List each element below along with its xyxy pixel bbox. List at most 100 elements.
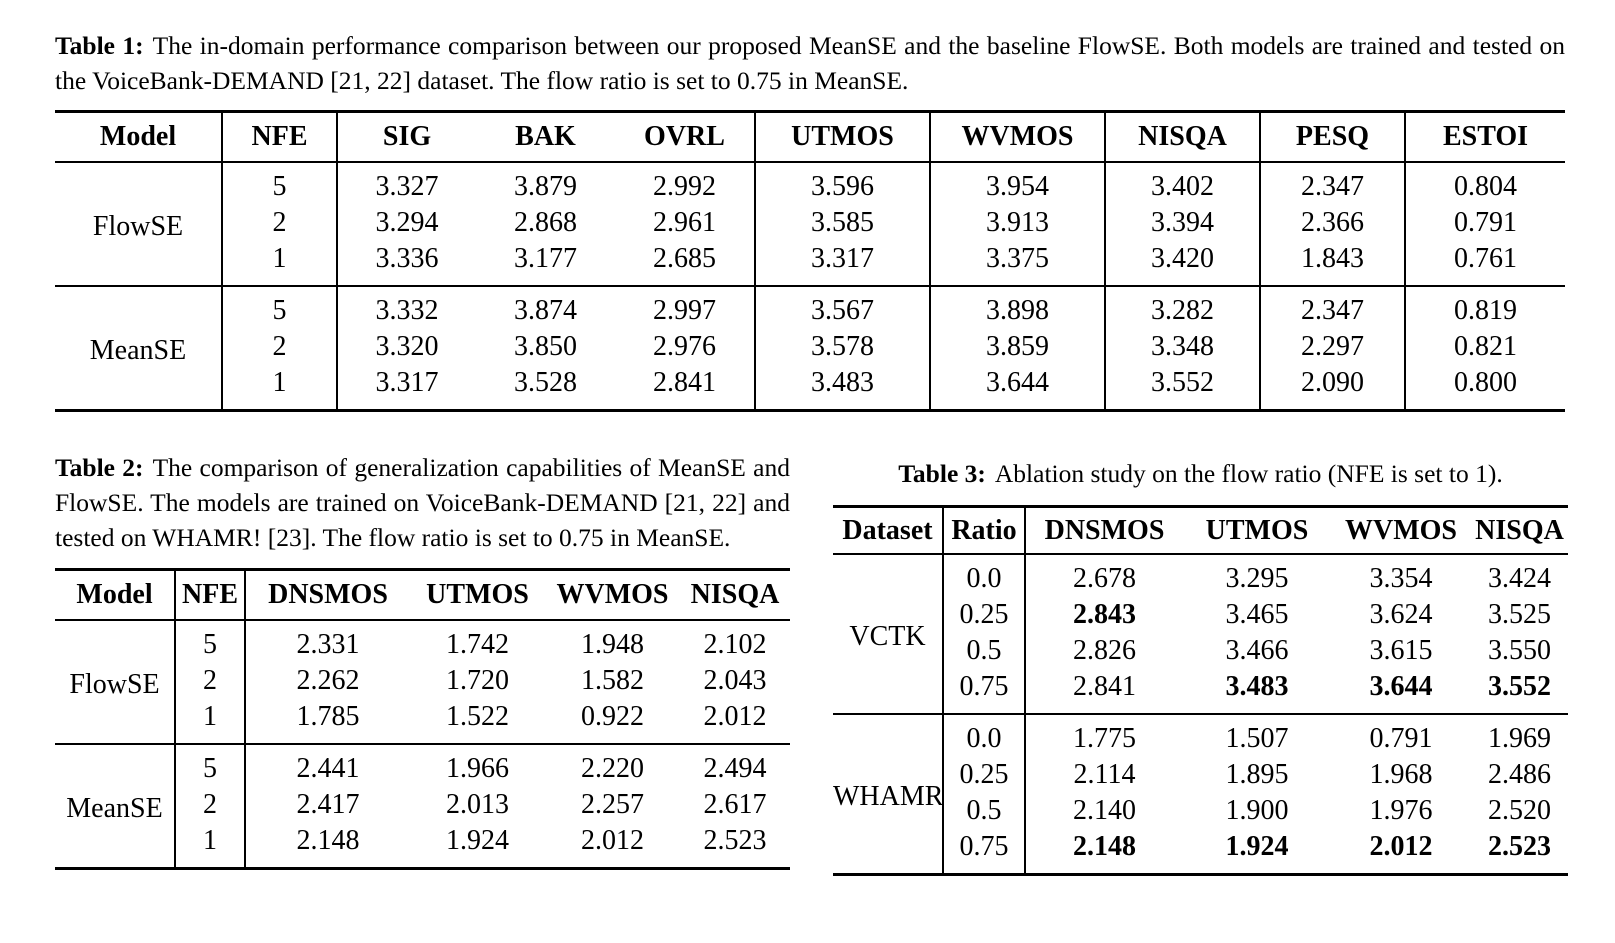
value-cell: 1.775 — [1024, 714, 1183, 757]
ratio-cell: 0.5 — [942, 793, 1025, 829]
value-cell: 3.466 — [1225, 635, 1289, 666]
table1-caption: Table 1: The in-domain performance compar… — [55, 28, 1565, 98]
value-cell: 3.177 — [514, 243, 577, 274]
table-row: 0.25 2.843 3.465 3.624 3.525 — [833, 597, 1568, 633]
value-cell: 3.420 — [1104, 241, 1260, 286]
value-cell: 3.320 — [336, 329, 476, 365]
table3-caption-text: Ablation study on the flow ratio (NFE is… — [994, 459, 1503, 488]
table2-block: Table 2: The comparison of generalization… — [55, 450, 790, 870]
table1-caption-label: Table 1: — [55, 31, 144, 60]
value-cell: 2.262 — [244, 663, 410, 699]
column-header: ESTOI — [1404, 111, 1565, 163]
nfe-cell: 5 — [174, 620, 245, 663]
value-cell: 0.804 — [1404, 162, 1565, 205]
value-cell: 3.354 — [1369, 563, 1433, 594]
value-cell: 1.522 — [446, 701, 509, 732]
column-header: NISQA — [1471, 506, 1568, 555]
value-cell: 0.922 — [581, 701, 644, 732]
value-cell: 2.114 — [1024, 757, 1183, 793]
value-cell: 2.012 — [1369, 831, 1433, 862]
ratio-cell: 0.0 — [942, 554, 1025, 597]
model-cell: MeanSE — [66, 793, 163, 824]
value-cell: 3.898 — [929, 286, 1105, 329]
value-cell: 2.961 — [653, 207, 716, 238]
value-cell: 2.992 — [653, 171, 716, 202]
value-cell: 3.465 — [1225, 599, 1289, 630]
value-cell: 2.417 — [244, 787, 410, 823]
table3-block: Table 3: Ablation study on the flow ratio… — [833, 456, 1568, 876]
table3-header-row: Dataset Ratio DNSMOS UTMOS WVMOS NISQA — [833, 506, 1568, 555]
table-row: 1 3.317 3.528 2.841 3.483 3.644 3.552 2.… — [55, 365, 1565, 411]
column-header: WVMOS — [929, 111, 1105, 163]
column-header: PESQ — [1259, 111, 1405, 163]
value-cell: 2.868 — [514, 207, 577, 238]
value-cell: 2.347 — [1259, 162, 1405, 205]
table-row: FlowSE 5 2.331 1.742 1.948 2.102 — [55, 620, 790, 700]
value-cell: 2.841 — [653, 367, 716, 398]
nfe-cell: 2 — [174, 787, 245, 823]
value-cell: 2.617 — [703, 789, 767, 820]
value-cell: 3.295 — [1225, 563, 1289, 594]
table3-caption-label: Table 3: — [898, 459, 986, 488]
value-cell: 2.012 — [703, 701, 767, 732]
nfe-cell: 2 — [221, 205, 337, 241]
table-row: MeanSE 5 3.332 3.874 2.997 3.567 3.898 3… — [55, 286, 1565, 366]
value-cell: 1.582 — [581, 665, 644, 696]
ratio-cell: 0.0 — [942, 714, 1025, 757]
column-header: Model — [55, 111, 222, 163]
table-row: 0.5 2.140 1.900 1.976 2.520 — [833, 793, 1568, 829]
table3: Dataset Ratio DNSMOS UTMOS WVMOS NISQA V… — [833, 505, 1568, 876]
table1-header-row: Model NFE SIG BAK OVRL UTMOS WVMOS NISQA… — [55, 111, 1565, 163]
nfe-cell: 2 — [221, 329, 337, 365]
value-cell: 1.924 — [446, 825, 509, 856]
value-cell: 1.924 — [1225, 831, 1289, 862]
value-cell: 2.494 — [703, 753, 767, 784]
table1-group-flowse: FlowSE 5 3.327 3.879 2.992 3.596 3.954 3… — [55, 162, 1565, 286]
value-cell: 3.879 — [514, 171, 577, 202]
column-header: UTMOS — [1183, 506, 1331, 555]
value-cell: 1.895 — [1225, 759, 1289, 790]
value-cell: 3.336 — [336, 241, 476, 286]
value-cell: 1.969 — [1488, 723, 1551, 754]
nfe-cell: 1 — [174, 823, 245, 869]
table1-group-meanse: MeanSE 5 3.332 3.874 2.997 3.567 3.898 3… — [55, 286, 1565, 411]
value-cell: 2.523 — [1488, 831, 1551, 862]
value-cell: 3.528 — [514, 367, 577, 398]
table-row: 2 2.417 2.013 2.257 2.617 — [55, 787, 790, 823]
value-cell: 0.821 — [1404, 329, 1565, 365]
value-cell: 3.550 — [1488, 635, 1551, 666]
table1: Model NFE SIG BAK OVRL UTMOS WVMOS NISQA… — [55, 110, 1565, 412]
table2-caption: Table 2: The comparison of generalization… — [55, 450, 790, 555]
value-cell: 3.552 — [1104, 365, 1260, 411]
value-cell: 3.578 — [754, 329, 930, 365]
value-cell: 2.012 — [581, 825, 644, 856]
column-header: WVMOS — [545, 569, 680, 621]
table-row: 1 1.785 1.522 0.922 2.012 — [55, 699, 790, 744]
value-cell: 2.013 — [446, 789, 509, 820]
value-cell: 3.954 — [929, 162, 1105, 205]
table-row: 0.5 2.826 3.466 3.615 3.550 — [833, 633, 1568, 669]
value-cell: 0.791 — [1404, 205, 1565, 241]
value-cell: 2.685 — [653, 243, 716, 274]
value-cell: 3.596 — [754, 162, 930, 205]
dataset-cell: VCTK — [849, 621, 926, 652]
table-row: FlowSE 5 3.327 3.879 2.992 3.596 3.954 3… — [55, 162, 1565, 242]
column-header: NFE — [221, 111, 337, 163]
value-cell: 3.375 — [929, 241, 1105, 286]
value-cell: 2.678 — [1024, 554, 1183, 597]
table-row: 2 3.320 3.850 2.976 3.578 3.859 3.348 2.… — [55, 329, 1565, 365]
table2-header-row: Model NFE DNSMOS UTMOS WVMOS NISQA — [55, 569, 790, 621]
value-cell: 2.843 — [1024, 597, 1183, 633]
value-cell: 3.525 — [1488, 599, 1551, 630]
value-cell: 2.148 — [1024, 829, 1183, 875]
column-header: SIG — [336, 111, 476, 163]
value-cell: 3.644 — [1369, 671, 1433, 702]
table-row: 0.75 2.841 3.483 3.644 3.552 — [833, 669, 1568, 714]
value-cell: 1.742 — [446, 629, 509, 660]
column-header: OVRL — [615, 111, 755, 163]
table-row: 2 2.262 1.720 1.582 2.043 — [55, 663, 790, 699]
value-cell: 2.841 — [1024, 669, 1183, 714]
value-cell: 3.317 — [754, 241, 930, 286]
value-cell: 2.826 — [1024, 633, 1183, 669]
